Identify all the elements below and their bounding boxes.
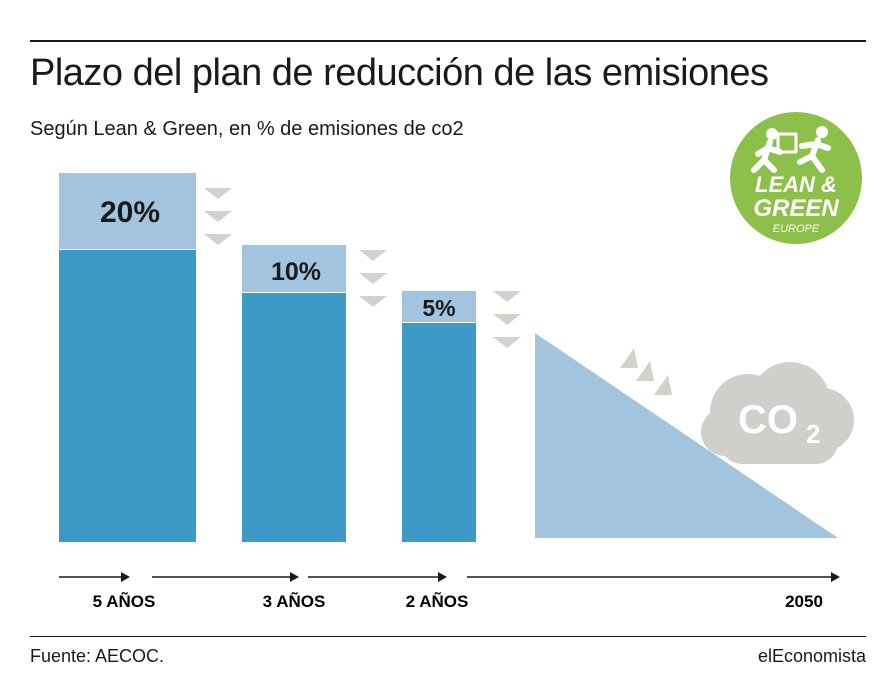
decline-to-2050 xyxy=(535,333,838,538)
logo-line1: LEAN & xyxy=(755,172,837,197)
bar-3-anos-label: 10% xyxy=(271,258,321,286)
bar-2-anos-reduction xyxy=(402,291,476,322)
runners-icon xyxy=(751,126,831,173)
bottom-rule xyxy=(30,636,866,637)
co2-label: CO xyxy=(738,398,798,442)
down-chevrons-2 xyxy=(359,250,387,307)
down-chevrons-1 xyxy=(204,188,232,245)
brand-name: elEconomista xyxy=(757,646,866,666)
bar-2-anos-label: 5% xyxy=(422,295,455,321)
source-note: Fuente: AECOC. xyxy=(30,646,165,666)
bar-5-anos-reduction xyxy=(59,173,196,249)
bar-2-anos xyxy=(402,323,476,542)
bar-5-anos xyxy=(59,250,196,542)
bar-3-anos xyxy=(242,293,346,542)
category-label-2-anos: 2 AÑOS xyxy=(406,591,469,611)
page-title: Plazo del plan de reducción de las emisi… xyxy=(30,52,769,94)
page-subtitle: Según Lean & Green, en % de emisiones de… xyxy=(30,118,464,140)
diagonal-chevrons xyxy=(620,348,672,395)
logo-line3: EUROPE xyxy=(773,223,820,235)
bar-3-anos-reduction xyxy=(242,245,346,292)
logo-line2: GREEN xyxy=(753,195,839,222)
category-label-5-anos: 5 AÑOS xyxy=(93,591,156,611)
co2-subscript: 2 xyxy=(806,419,820,449)
category-label-2050: 2050 xyxy=(785,592,823,611)
category-label-3-anos: 3 AÑOS xyxy=(263,591,326,611)
logo-circle xyxy=(730,112,862,244)
co2-cloud-icon: CO 2 xyxy=(701,362,854,464)
top-rule xyxy=(30,40,866,42)
down-chevrons-3 xyxy=(493,291,521,348)
bar-5-anos-label: 20% xyxy=(100,196,160,229)
timeline xyxy=(59,572,840,582)
lean-green-logo: LEAN & GREEN EUROPE xyxy=(730,112,862,244)
